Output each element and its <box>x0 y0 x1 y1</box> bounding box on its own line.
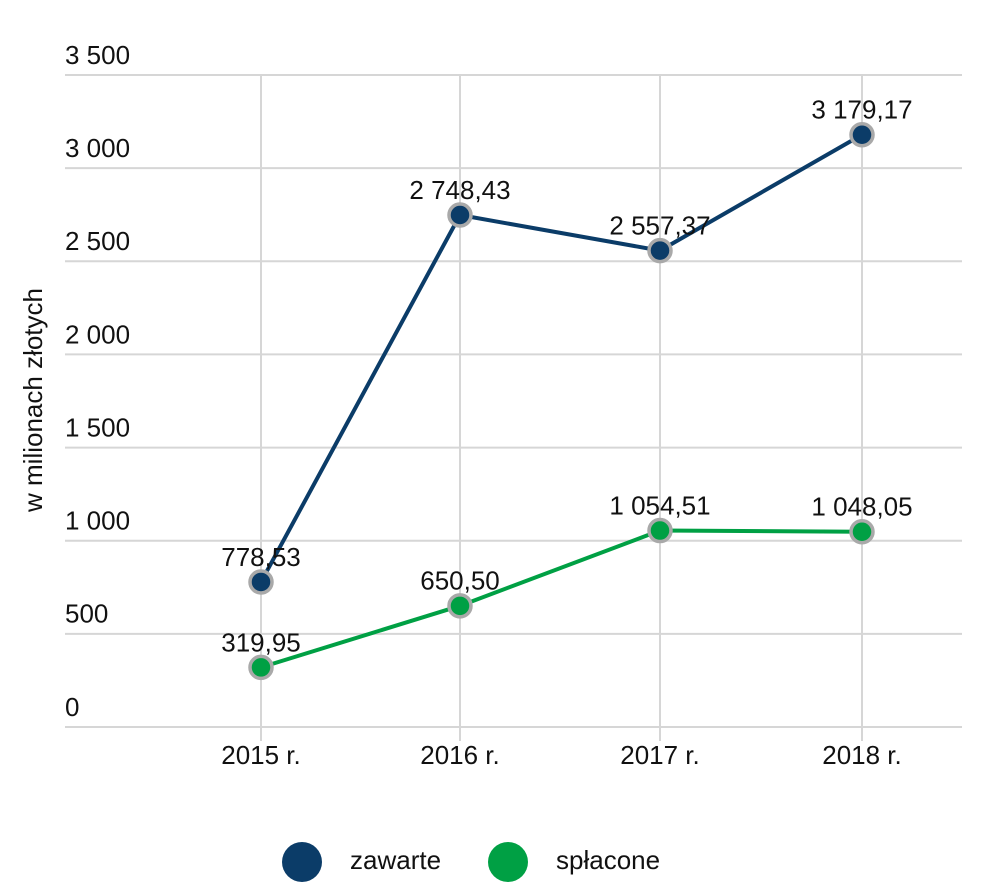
y-axis-label: w milionach złotych <box>18 288 48 513</box>
data-label: 650,50 <box>420 566 500 596</box>
y-tick-label: 3 500 <box>65 40 130 70</box>
point <box>447 202 473 228</box>
series-line <box>260 528 863 670</box>
y-tick-label: 1 500 <box>65 412 130 442</box>
point <box>447 593 473 619</box>
series-line <box>259 133 863 583</box>
data-label: 1 048,05 <box>811 492 912 522</box>
y-tick-label: 2 500 <box>65 226 130 256</box>
data-label: 2 748,43 <box>409 175 510 205</box>
point <box>248 569 274 595</box>
point <box>849 122 875 148</box>
y-tick-label: 3 000 <box>65 133 130 163</box>
x-tick-label: 2018 r. <box>822 740 902 770</box>
point <box>647 517 673 544</box>
y-tick-label: 0 <box>65 692 79 722</box>
data-label: 2 557,37 <box>609 210 710 240</box>
legend-label: zawarte <box>350 845 441 875</box>
point <box>849 519 875 545</box>
point <box>647 237 673 264</box>
legend-swatch <box>282 842 322 882</box>
data-label: 1 054,51 <box>609 490 710 520</box>
y-tick-label: 500 <box>65 599 108 629</box>
legend-swatch <box>488 842 528 882</box>
x-tick-label: 2016 r. <box>420 740 500 770</box>
x-tick-label: 2017 r. <box>620 740 700 770</box>
point <box>248 654 274 681</box>
data-label: 778,53 <box>221 542 301 572</box>
data-label: 3 179,17 <box>811 95 912 125</box>
x-tick-label: 2015 r. <box>221 740 301 770</box>
y-tick-label: 2 000 <box>65 319 130 349</box>
data-label: 319,95 <box>221 627 301 657</box>
y-tick-label: 1 000 <box>65 506 130 536</box>
legend-label: spłacone <box>556 845 660 875</box>
